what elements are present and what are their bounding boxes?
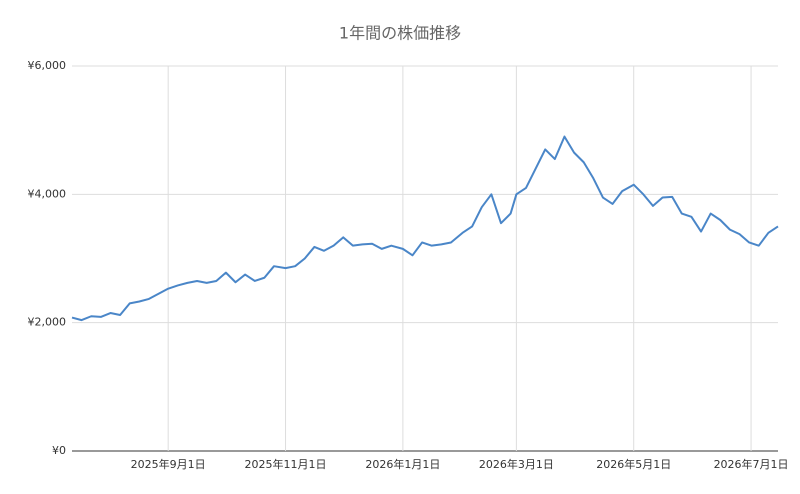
y-tick-label: ¥6,000	[28, 59, 67, 72]
x-tick-label: 2026年5月1日	[596, 457, 671, 471]
y-tick-label: ¥4,000	[28, 187, 67, 200]
x-tick-label: 2026年3月1日	[479, 457, 554, 471]
x-tick-label: 2026年7月1日	[714, 457, 789, 471]
x-tick-label: 2025年11月1日	[245, 457, 327, 471]
y-tick-label: ¥2,000	[28, 316, 67, 329]
chart-title: 1年間の株価推移	[339, 24, 461, 43]
y-tick-label: ¥0	[52, 444, 66, 457]
x-tick-label: 2025年9月1日	[131, 457, 206, 471]
line-series	[71, 135, 779, 322]
x-tick-label: 2026年1月1日	[365, 457, 440, 471]
